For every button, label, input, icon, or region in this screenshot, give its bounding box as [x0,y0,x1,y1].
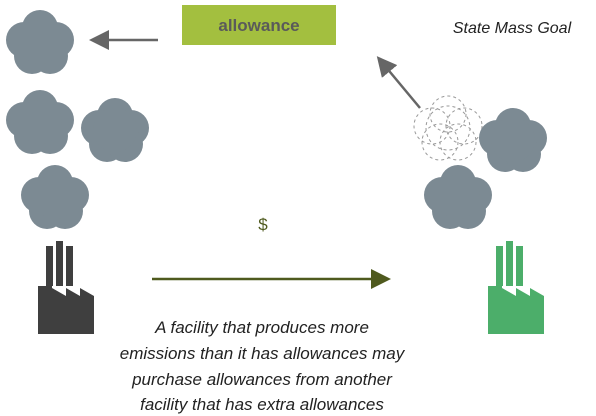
caption-line: purchase allowances from another [131,370,393,389]
clouds-right [414,96,547,229]
allowance-label: allowance [218,16,299,35]
caption-line: A facility that produces more [154,318,369,337]
clouds-left [6,10,149,229]
arrow [380,60,420,108]
goal-label: State Mass Goal [453,20,572,37]
factory-green [488,241,544,334]
caption-line: emissions than it has allowances may [120,344,406,363]
caption-line: facility that has extra allowances [140,395,384,414]
factory-dark [38,241,94,334]
diagram: allowance State Mass Goal $ A facility t… [0,0,596,416]
dollar-sign: $ [258,215,268,234]
